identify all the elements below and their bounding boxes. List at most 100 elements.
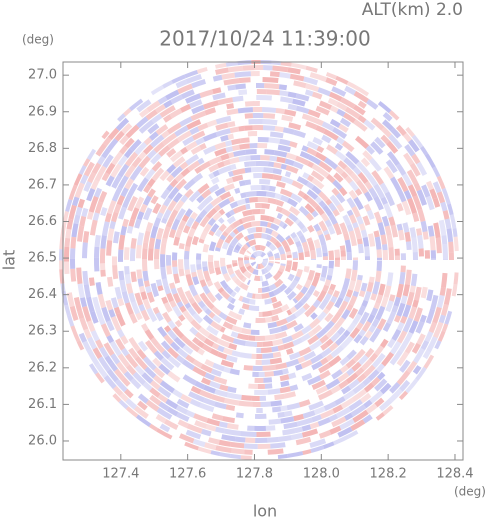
- echo-cell: [159, 170, 170, 182]
- echo-cell: [340, 250, 346, 257]
- echo-cell: [352, 222, 359, 229]
- echo-cell: [396, 189, 407, 203]
- echo-cell: [273, 217, 282, 226]
- echo-cell: [180, 194, 189, 203]
- echo-cell: [289, 141, 298, 148]
- echo-cell: [252, 113, 264, 119]
- echo-cell: [255, 227, 263, 233]
- echo-cell: [373, 195, 384, 211]
- echo-cell: [325, 198, 333, 206]
- echo-cell: [314, 151, 327, 162]
- echo-cell: [222, 272, 232, 283]
- echo-cell: [289, 306, 298, 314]
- echo-cell: [100, 235, 107, 249]
- echo-cell: [369, 390, 384, 404]
- echo-cell: [241, 215, 252, 224]
- echo-cell: [229, 368, 240, 376]
- echo-cell: [344, 412, 354, 421]
- echo-cell: [350, 419, 366, 431]
- echo-cell: [171, 252, 178, 261]
- echo-cell: [306, 181, 315, 190]
- echo-cell: [245, 340, 258, 347]
- echo-cell: [426, 289, 434, 302]
- echo-cell: [356, 179, 369, 194]
- echo-cell: [328, 213, 338, 225]
- echo-cell: [356, 373, 367, 383]
- echo-cell: [372, 281, 380, 295]
- echo-cell: [358, 290, 366, 298]
- echo-cell: [453, 236, 459, 252]
- echo-cell: [167, 355, 181, 368]
- echo-cell: [250, 167, 264, 173]
- echo-cell: [121, 347, 130, 357]
- x-tick-label: 127.6: [169, 467, 206, 482]
- echo-cell: [73, 214, 81, 225]
- echo-cell: [176, 347, 189, 359]
- echo-cell: [155, 279, 163, 287]
- echo-cell: [180, 167, 191, 177]
- echo-cell: [364, 191, 373, 202]
- echo-cell: [237, 107, 253, 114]
- subtitle: ALT(km) 2.0: [362, 0, 463, 20]
- echo-cell: [238, 308, 245, 315]
- echo-cell: [260, 245, 266, 252]
- echo-cell: [339, 117, 352, 128]
- echo-cell: [262, 119, 278, 126]
- echo-cell: [196, 269, 205, 281]
- echo-cell: [203, 223, 212, 233]
- echo-cell: [318, 298, 329, 311]
- echo-cell: [134, 218, 142, 229]
- echo-cell: [310, 249, 316, 259]
- echo-cell: [121, 291, 130, 304]
- echo-cell: [203, 384, 216, 394]
- echo-cell: [304, 292, 312, 299]
- echo-cell: [376, 260, 382, 272]
- echo-cell: [275, 206, 283, 213]
- echo-cell: [214, 204, 222, 212]
- echo-cell: [300, 286, 309, 295]
- echo-cell: [86, 211, 94, 220]
- echo-cell: [134, 356, 148, 370]
- echo-cell: [159, 380, 175, 394]
- echo-cell: [267, 197, 277, 205]
- echo-cell: [391, 305, 399, 313]
- echo-cell: [247, 425, 255, 431]
- echo-cell: [252, 268, 259, 275]
- echo-cell: [225, 146, 234, 153]
- echo-cell: [369, 352, 379, 363]
- echo-cell: [271, 346, 279, 353]
- echo-cell: [119, 134, 130, 145]
- echo-cell: [210, 196, 223, 207]
- echo-cell: [259, 275, 264, 281]
- echo-cell: [297, 221, 306, 230]
- echo-cell: [307, 269, 315, 281]
- echo-cell: [248, 239, 257, 247]
- echo-cell: [352, 260, 359, 271]
- echo-cell: [141, 372, 154, 384]
- echo-cell: [365, 172, 378, 187]
- echo-cell: [115, 117, 130, 132]
- echo-cell: [149, 394, 162, 406]
- echo-cell: [105, 299, 113, 311]
- echo-cell: [114, 368, 125, 381]
- echo-cell: [176, 286, 184, 296]
- echo-cell: [383, 202, 394, 218]
- echo-cell: [319, 100, 332, 110]
- echo-cell: [308, 400, 324, 411]
- echo-cell: [168, 228, 177, 239]
- echo-cell: [181, 214, 190, 223]
- echo-cell: [156, 407, 173, 420]
- echo-cell: [407, 184, 418, 198]
- echo-cell: [129, 313, 138, 324]
- echo-cell: [436, 191, 446, 204]
- echo-cell: [79, 215, 87, 227]
- echo-cell: [160, 254, 166, 268]
- echo-cell: [169, 300, 177, 308]
- echo-cell: [124, 164, 136, 178]
- echo-cell: [155, 414, 167, 424]
- echo-cell: [364, 181, 373, 190]
- echo-cell: [114, 378, 128, 393]
- echo-cell: [202, 314, 214, 325]
- echo-cell: [343, 295, 351, 303]
- echo-cell: [416, 161, 428, 176]
